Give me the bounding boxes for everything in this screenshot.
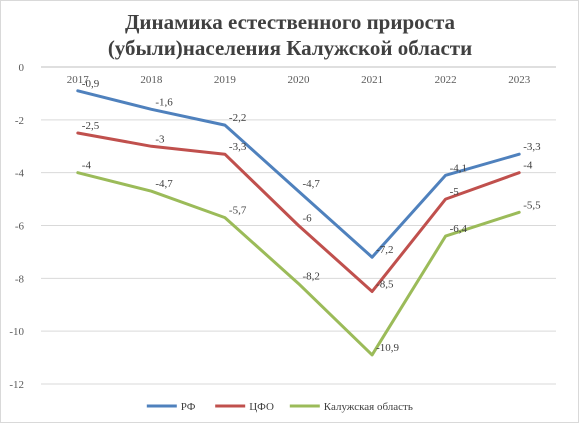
data-label: -0,9 [82,78,100,90]
data-label: -5,5 [523,199,541,211]
data-label: -7,2 [376,244,393,256]
legend-label: РФ [181,401,196,413]
data-label: -5 [450,186,460,198]
chart-title-line-2: (убыли)населения Калужской области [108,36,472,60]
y-tick-label: -2 [15,115,24,127]
y-tick-label: -6 [15,221,25,233]
data-label: -8,2 [303,271,320,283]
legend-label: Калужская область [324,401,413,413]
data-label: -1,6 [155,96,173,108]
x-tick-label: 2019 [214,74,237,86]
data-label: -2,5 [82,120,100,132]
data-label: -10,9 [376,342,399,354]
x-tick-label: 2023 [508,74,531,86]
legend-item: Калужская область [289,401,413,413]
series-line-2 [76,131,521,293]
x-tick-label: 2018 [140,74,163,86]
legend-label: ЦФО [249,401,274,413]
x-tick-label: 2017 [67,74,90,86]
data-label: -4 [82,160,92,172]
data-label: -6 [303,213,313,225]
data-label: -3,3 [229,141,247,153]
y-tick-label: -12 [9,379,24,391]
data-label: -4,7 [303,178,321,190]
x-tick-label: 2020 [288,74,311,86]
data-label: -4 [523,160,533,172]
legend-item: РФ [146,401,196,413]
legend-item: ЦФО [215,401,274,413]
series-line-1 [76,89,521,259]
data-label: -5,7 [229,205,247,217]
chart-title-line-1: Динамика естественного прироста [125,10,456,34]
data-label: -2,2 [229,112,246,124]
data-label: -4,7 [155,178,173,190]
data-label: -6,4 [450,223,468,235]
x-tick-label: 2021 [361,74,383,86]
y-tick-label: -8 [15,273,25,285]
x-tick-label: 2022 [435,74,457,86]
data-label: -4,1 [450,162,467,174]
series-line-3 [76,171,521,357]
y-tick-label: -10 [9,326,24,338]
data-label: -8,5 [376,279,394,291]
y-tick-label: -4 [15,168,25,180]
data-label: -3,3 [523,141,541,153]
y-tick-label: 0 [19,62,25,74]
data-label: -3 [155,133,165,145]
